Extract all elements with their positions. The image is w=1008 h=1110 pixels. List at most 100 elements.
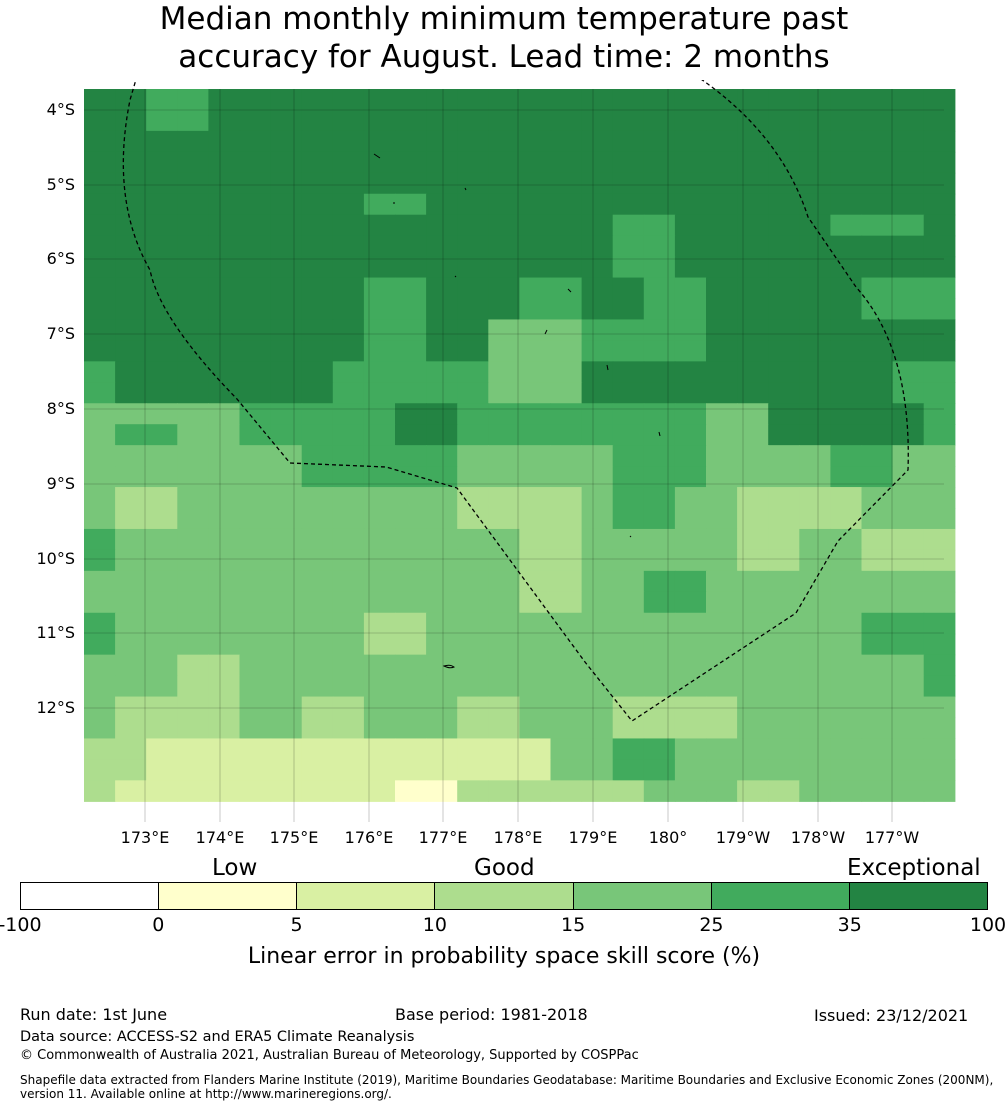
skill-cell (426, 675, 458, 698)
skill-cell (768, 654, 800, 677)
skill-cell (488, 277, 520, 300)
skill-cell (270, 403, 303, 425)
skill-cell (395, 172, 427, 195)
skill-cell (674, 319, 707, 341)
skill-cell (550, 780, 583, 802)
skill-cell (363, 633, 396, 656)
skill-cell (737, 738, 769, 760)
skill-cell (799, 109, 831, 132)
skill-cell (488, 570, 520, 593)
skill-cell (363, 214, 396, 237)
skill-cell (706, 319, 738, 341)
skill-cell (457, 508, 489, 530)
skill-cell (488, 193, 520, 216)
skill-cell (426, 591, 458, 614)
skill-cell (737, 759, 769, 781)
skill-cell (270, 675, 303, 698)
skill-cell (581, 780, 614, 802)
skill-cell (177, 696, 209, 719)
skill-cell (706, 696, 738, 719)
skill-cell (674, 403, 707, 425)
skill-cell (84, 361, 116, 383)
skill-cell (84, 319, 116, 341)
island-outlines (373, 153, 661, 669)
skill-cell (892, 612, 925, 635)
skill-cell (581, 193, 614, 216)
skill-cell (301, 466, 334, 488)
skill-cell (177, 528, 209, 551)
skill-cell (768, 445, 800, 467)
skill-cell (799, 549, 831, 572)
color-bar-tick-label: 10 (422, 914, 447, 936)
skill-cell (830, 612, 863, 635)
skill-cell (146, 528, 178, 551)
skill-cell (550, 319, 583, 341)
skill-cell (674, 298, 707, 321)
skill-cell (208, 109, 241, 132)
skill-cell (550, 235, 583, 258)
skill-cell (674, 675, 707, 698)
skill-cell (395, 361, 427, 383)
skill-cell (581, 89, 614, 111)
skill-cell (799, 89, 831, 111)
skill-cell (550, 193, 583, 216)
skill-cell (612, 738, 645, 760)
skill-cell (363, 570, 396, 593)
skill-cell (488, 549, 520, 572)
skill-cell (457, 445, 489, 467)
skill-cell (301, 382, 334, 404)
skill-cell (208, 319, 241, 341)
skill-cell (488, 172, 520, 195)
skill-cell (239, 235, 272, 258)
latitude-label: 7°S (46, 324, 75, 343)
skill-cell (861, 403, 894, 425)
skill-cell (581, 528, 614, 551)
skill-cell (208, 151, 241, 174)
skill-cell (208, 256, 241, 279)
color-bar-tick-label: 5 (290, 914, 303, 936)
skill-cell (115, 759, 147, 781)
skill-cell (301, 319, 334, 341)
skill-cell (861, 319, 894, 341)
skill-cell (519, 696, 552, 719)
skill-cell (706, 487, 738, 509)
skill-cell (332, 214, 365, 237)
skill-cell (799, 361, 831, 383)
skill-cell (332, 89, 365, 111)
skill-cell (519, 654, 552, 677)
skill-cell (674, 570, 707, 593)
skill-cell (270, 340, 303, 362)
skill-cell (301, 633, 334, 656)
skill-cell (301, 445, 334, 467)
skill-cell (737, 570, 769, 593)
skill-cell (737, 319, 769, 341)
skill-cell (706, 780, 738, 802)
skill-cell (177, 214, 209, 237)
skill-cell (830, 361, 863, 383)
skill-cell (706, 235, 738, 258)
skill-cell (457, 549, 489, 572)
skill-cell (395, 487, 427, 509)
skill-cell (208, 612, 241, 635)
skill-cell (892, 591, 925, 614)
skill-cell (706, 654, 738, 677)
skill-cell (768, 424, 800, 446)
skill-cell (737, 403, 769, 425)
skill-cell (146, 109, 178, 132)
skill-cell (146, 277, 178, 300)
skill-cell (643, 89, 676, 111)
skill-cell (768, 151, 800, 174)
skill-cell (830, 403, 863, 425)
skill-cell (612, 445, 645, 467)
skill-cell (550, 340, 583, 362)
skill-cell (768, 109, 800, 132)
skill-cell (830, 696, 863, 719)
skill-cell (519, 528, 552, 551)
skill-cell (270, 277, 303, 300)
skill-cell (363, 717, 396, 740)
skill-cell (674, 277, 707, 300)
skill-cell (892, 109, 925, 132)
skill-cell (861, 361, 894, 383)
skill-cell (208, 424, 241, 446)
skill-cell (643, 528, 676, 551)
